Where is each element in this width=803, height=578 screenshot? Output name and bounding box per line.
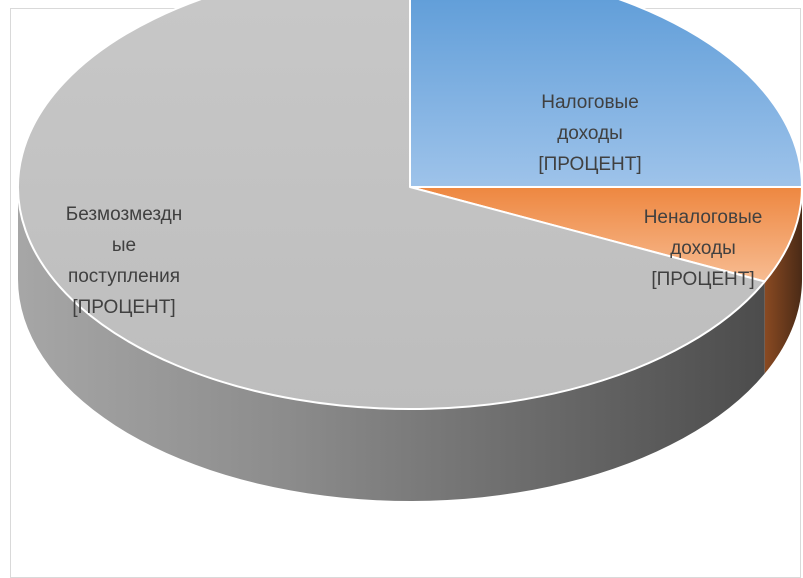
data-label-1-line-0: Неналоговые — [644, 207, 763, 228]
data-label-1-line-2: [ПРОЦЕНТ] — [651, 269, 754, 290]
data-label-2: Безмозмездн ые поступления [ПРОЦЕНТ] — [66, 204, 183, 318]
data-label-0-line-0: Налоговые — [541, 92, 639, 113]
data-label-0-line-2: [ПРОЦЕНТ] — [538, 154, 641, 175]
data-label-2-line-2: поступления — [68, 266, 180, 287]
data-label-2-line-1: ые — [112, 235, 136, 256]
data-label-2-line-3: [ПРОЦЕНТ] — [72, 297, 175, 318]
data-label-1: Неналоговые доходы [ПРОЦЕНТ] — [644, 207, 763, 290]
pie-slice-0[interactable] — [409, 0, 803, 188]
data-label-0: Налоговые доходы [ПРОЦЕНТ] — [538, 92, 641, 175]
pie-slice-side-1 — [764, 187, 802, 374]
data-label-0-line-1: доходы — [557, 123, 623, 144]
pie-slice-2[interactable] — [17, 0, 766, 410]
pie-slice-side-2 — [18, 187, 765, 501]
data-label-1-line-1: доходы — [670, 238, 736, 259]
data-label-2-line-0: Безмозмездн — [66, 204, 183, 225]
pie-slice-1[interactable] — [409, 186, 803, 283]
